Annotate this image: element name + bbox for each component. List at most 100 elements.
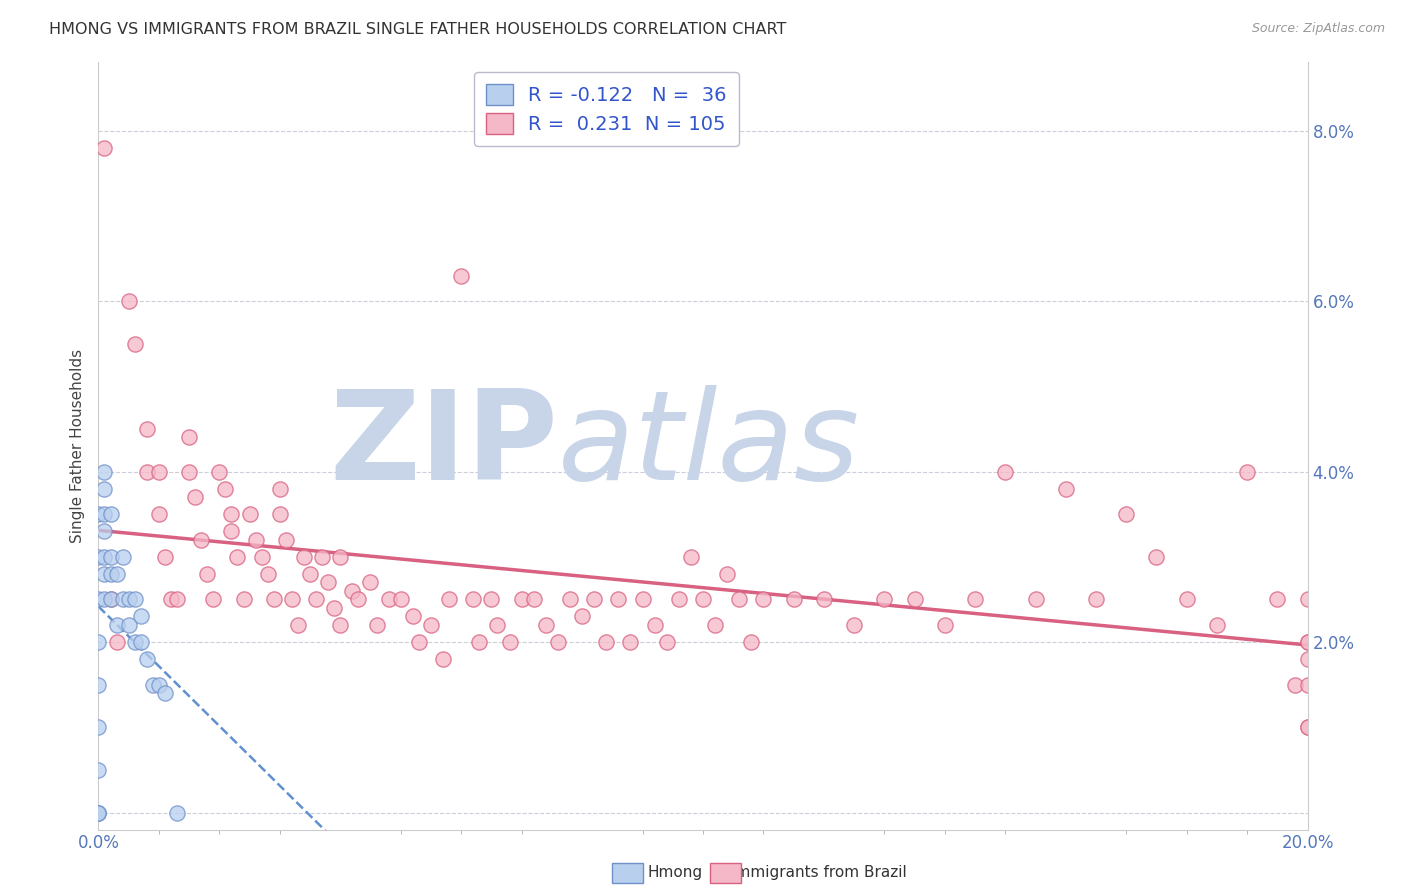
Point (692, 592, 714, 607)
Point (87, 720, 110, 734)
Point (87, 635, 110, 649)
Point (93, 465, 115, 479)
Point (934, 618, 956, 632)
Point (250, 549, 273, 564)
Point (226, 549, 249, 564)
Point (1085, 592, 1108, 607)
Point (221, 507, 243, 521)
Point (281, 592, 304, 607)
Point (256, 566, 278, 581)
Legend: R = -0.122   N =  36, R =  0.231  N = 105: R = -0.122 N = 36, R = 0.231 N = 105 (474, 72, 738, 145)
Point (389, 592, 412, 607)
Point (571, 609, 593, 624)
Point (118, 294, 141, 309)
Point (93, 141, 115, 155)
Point (994, 465, 1017, 479)
Point (160, 592, 183, 607)
Point (202, 592, 225, 607)
Point (716, 566, 738, 581)
Point (179, 465, 201, 479)
Point (1296, 652, 1319, 666)
Point (111, 549, 134, 564)
Point (1296, 592, 1319, 607)
Point (93, 507, 115, 521)
Point (135, 465, 157, 479)
Point (329, 549, 352, 564)
Point (124, 592, 146, 607)
Point (93, 549, 115, 564)
Point (752, 592, 775, 607)
Point (148, 465, 170, 479)
Point (1024, 592, 1046, 607)
Point (232, 592, 254, 607)
Point (1296, 720, 1319, 734)
Point (463, 592, 485, 607)
Point (1054, 482, 1077, 496)
Point (1296, 635, 1319, 649)
Point (679, 549, 702, 564)
Point (1296, 635, 1319, 649)
Point (142, 678, 165, 692)
Point (347, 592, 370, 607)
Text: Immigrants from Brazil: Immigrants from Brazil (731, 865, 907, 880)
Point (486, 618, 509, 632)
Point (704, 618, 727, 632)
Point (129, 609, 152, 624)
Point (965, 592, 987, 607)
Point (360, 575, 382, 590)
Point (583, 592, 606, 607)
Point (1284, 678, 1306, 692)
Point (1206, 618, 1229, 632)
Point (208, 465, 231, 479)
Point (111, 592, 134, 607)
Point (783, 592, 806, 607)
Point (523, 592, 546, 607)
Point (1175, 592, 1198, 607)
Point (118, 618, 141, 632)
Point (274, 533, 297, 547)
Point (153, 549, 176, 564)
Point (510, 592, 533, 607)
Point (402, 609, 425, 624)
Point (1267, 592, 1289, 607)
Point (93, 566, 115, 581)
Point (93, 524, 115, 539)
Point (644, 618, 666, 632)
Point (100, 592, 122, 607)
Point (239, 507, 262, 521)
Text: Hmong: Hmong (648, 865, 703, 880)
Point (263, 592, 285, 607)
Point (166, 592, 188, 607)
Point (87, 678, 110, 692)
Point (329, 618, 352, 632)
Point (481, 592, 503, 607)
Point (305, 592, 328, 607)
Point (221, 524, 243, 539)
Point (124, 336, 146, 351)
Point (366, 618, 388, 632)
Point (299, 566, 322, 581)
Text: HMONG VS IMMIGRANTS FROM BRAZIL SINGLE FATHER HOUSEHOLDS CORRELATION CHART: HMONG VS IMMIGRANTS FROM BRAZIL SINGLE F… (49, 22, 786, 37)
Point (323, 601, 346, 615)
Point (558, 592, 581, 607)
Point (437, 592, 460, 607)
Point (100, 549, 122, 564)
Point (93, 482, 115, 496)
Point (534, 618, 557, 632)
Point (179, 430, 201, 444)
Point (1296, 720, 1319, 734)
Text: Source: ZipAtlas.com: Source: ZipAtlas.com (1251, 22, 1385, 36)
Point (1115, 507, 1137, 521)
Point (668, 592, 690, 607)
Point (740, 635, 762, 649)
Point (100, 507, 122, 521)
Text: atlas: atlas (558, 385, 860, 507)
Point (728, 592, 751, 607)
Point (1144, 549, 1167, 564)
Point (408, 635, 430, 649)
Point (148, 678, 170, 692)
Point (450, 268, 472, 283)
Point (87, 592, 110, 607)
Point (153, 686, 176, 700)
Point (100, 592, 122, 607)
